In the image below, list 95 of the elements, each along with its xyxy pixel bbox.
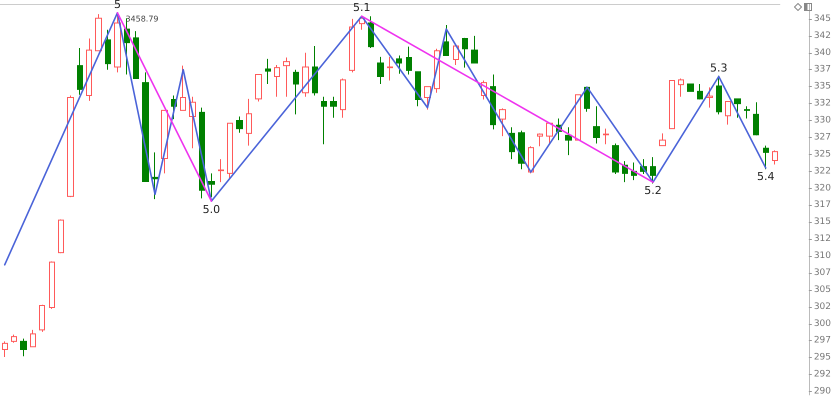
candlestick	[603, 128, 609, 145]
candlestick	[593, 106, 600, 144]
candlestick	[86, 38, 92, 102]
candlestick	[67, 94, 74, 198]
y-tick-label: 295	[814, 352, 832, 363]
y-tick-label: 335	[814, 82, 832, 92]
candlestick	[218, 158, 224, 183]
candlestick	[772, 150, 778, 166]
candlestick	[650, 156, 656, 184]
candlestick	[152, 152, 158, 200]
candlestick	[687, 83, 694, 92]
candlestick	[236, 116, 243, 134]
candlestick	[283, 57, 290, 98]
y-tick-label: 345	[814, 14, 832, 24]
candlestick	[293, 69, 299, 115]
candlestick	[706, 86, 713, 108]
candlestick	[471, 35, 478, 64]
candlestick	[697, 83, 703, 100]
annotation: 5.1	[352, 1, 370, 14]
candlestick	[11, 334, 17, 344]
candlestick	[716, 75, 722, 115]
candlestick	[734, 98, 741, 118]
y-tick-label: 300	[814, 318, 832, 329]
y-tick-label: 312	[814, 234, 832, 244]
candlestick	[518, 130, 525, 170]
candlestick	[302, 52, 309, 98]
candlestick	[537, 132, 543, 147]
annotation: 5	[114, 0, 121, 11]
y-tick-label: 340	[814, 48, 832, 58]
y-tick-label: 292	[814, 370, 832, 380]
candlestick	[546, 122, 553, 145]
candlestick	[95, 14, 102, 52]
annotation: 5.2	[644, 184, 662, 198]
candlestick	[612, 143, 619, 175]
candlestick	[142, 72, 149, 182]
annotation: 5.0	[202, 203, 220, 216]
y-tick-label: 317	[814, 200, 832, 210]
candlestick	[678, 78, 684, 98]
y-tick-label: 322	[814, 166, 832, 176]
candlestick	[208, 172, 215, 198]
candlestick	[2, 340, 8, 358]
candlestick	[443, 24, 449, 56]
y-tick-label: 315	[814, 217, 832, 228]
candlestick	[77, 48, 83, 96]
candlestick	[105, 29, 111, 70]
candlestick	[424, 86, 431, 110]
candlestick	[575, 94, 581, 141]
candlestick	[330, 96, 337, 118]
candlestick	[227, 122, 233, 180]
y-tick-label: 325	[814, 149, 832, 160]
candlestick	[387, 56, 393, 82]
candlestick	[377, 56, 384, 84]
candlestick	[406, 46, 412, 75]
candlestick	[321, 96, 327, 145]
candlestick	[20, 338, 27, 357]
candlestick	[453, 46, 459, 66]
y-tick-label: 337	[814, 64, 832, 75]
y-tick-label: 332	[814, 98, 832, 109]
annotation: 3458.79	[125, 14, 159, 24]
y-tick-label: 327	[814, 132, 832, 142]
candlestick	[565, 126, 572, 156]
candlestick	[274, 64, 280, 98]
candlestick	[180, 65, 186, 111]
candlestick	[265, 58, 271, 84]
annotation: 5.3	[710, 61, 728, 74]
candlestick	[396, 54, 402, 74]
candlestick	[133, 30, 139, 80]
candlestick	[499, 108, 506, 137]
candlestick	[753, 102, 759, 136]
candlestick	[255, 74, 262, 102]
candlestick	[415, 71, 421, 107]
annotation: 5.4	[756, 170, 774, 183]
candlestick	[725, 101, 731, 126]
y-tick-label: 302	[814, 302, 832, 312]
y-tick-label: 342	[814, 30, 832, 41]
candlestick	[744, 106, 750, 119]
y-tick-label: 320	[814, 183, 832, 194]
y-tick-label: 307	[814, 268, 832, 278]
candlestick	[349, 18, 355, 73]
candlestick	[246, 98, 252, 146]
y-tick-label: 310	[814, 251, 832, 262]
y-tick-label: 290	[814, 386, 832, 396]
candlestick	[340, 78, 346, 118]
candlestick	[462, 37, 468, 68]
y-tick-label: 297	[814, 336, 832, 346]
candlestick	[669, 80, 675, 130]
candlestick	[49, 260, 55, 310]
candlestick	[659, 132, 666, 146]
candlestick	[39, 304, 45, 332]
y-tick-label: 330	[814, 116, 832, 126]
candlestick	[58, 218, 64, 254]
candlestick	[312, 46, 318, 96]
y-tick-label: 305	[814, 284, 832, 295]
candlestick	[30, 329, 36, 348]
candlestick	[763, 145, 769, 170]
